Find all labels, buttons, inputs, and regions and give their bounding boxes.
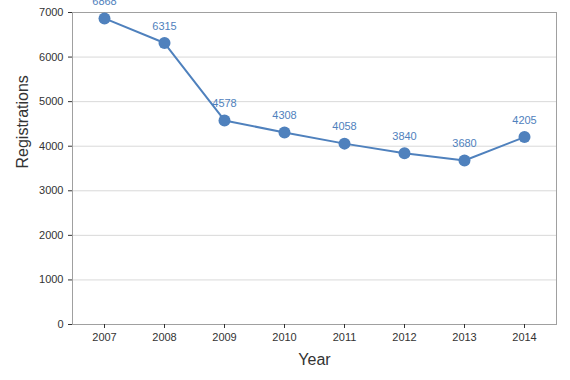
- svg-text:4000: 4000: [39, 140, 63, 152]
- svg-text:0: 0: [57, 318, 63, 330]
- svg-text:2014: 2014: [512, 331, 536, 343]
- svg-text:2000: 2000: [39, 229, 63, 241]
- svg-text:2012: 2012: [392, 331, 416, 343]
- svg-text:4578: 4578: [212, 97, 236, 109]
- svg-text:3680: 3680: [452, 137, 476, 149]
- svg-text:2010: 2010: [272, 331, 296, 343]
- svg-text:2009: 2009: [212, 331, 236, 343]
- svg-text:6868: 6868: [92, 0, 116, 7]
- svg-text:Registrations: Registrations: [14, 75, 31, 168]
- svg-text:1000: 1000: [39, 273, 63, 285]
- svg-text:4205: 4205: [512, 114, 536, 126]
- svg-text:7000: 7000: [39, 6, 63, 18]
- svg-text:5000: 5000: [39, 95, 63, 107]
- svg-text:2011: 2011: [333, 331, 357, 343]
- svg-text:6315: 6315: [152, 20, 176, 32]
- svg-text:2013: 2013: [452, 331, 476, 343]
- svg-text:2007: 2007: [92, 331, 116, 343]
- svg-text:2008: 2008: [152, 331, 176, 343]
- svg-text:4308: 4308: [272, 109, 296, 121]
- svg-text:Year: Year: [298, 351, 331, 368]
- svg-text:3000: 3000: [39, 184, 63, 196]
- svg-text:3840: 3840: [392, 130, 416, 142]
- svg-text:4058: 4058: [332, 120, 356, 132]
- svg-text:6000: 6000: [39, 51, 63, 63]
